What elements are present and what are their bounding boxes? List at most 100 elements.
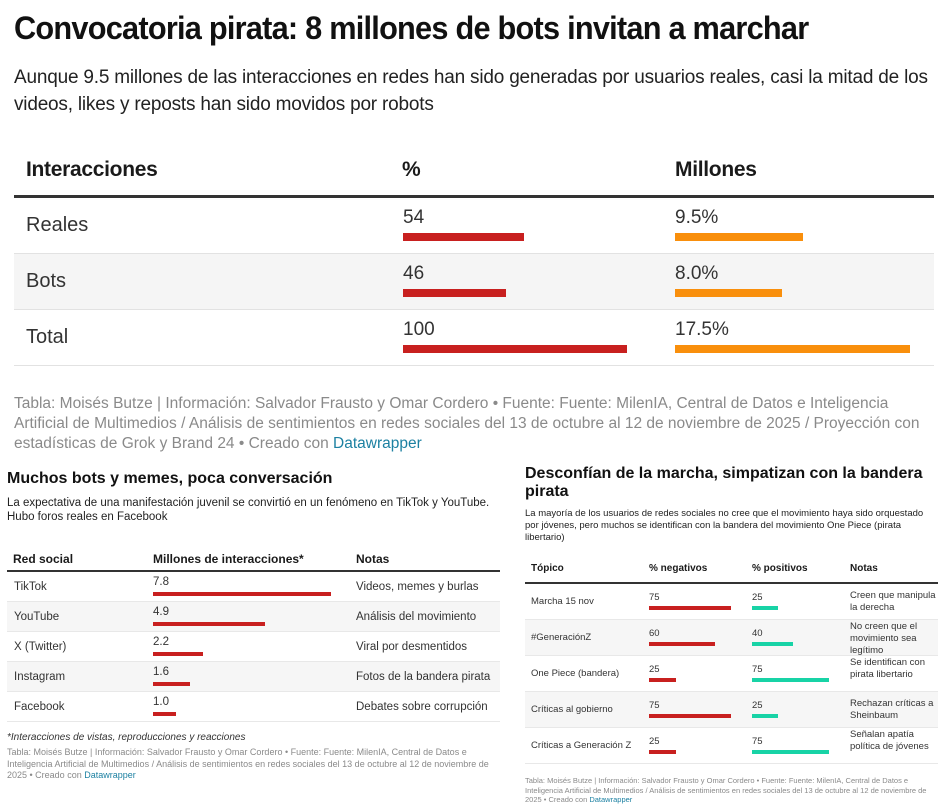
- column-header-positivos: % positivos: [752, 563, 808, 574]
- column-header-notas: Notas: [850, 563, 878, 574]
- negativos-bar: [649, 714, 731, 718]
- table-row: TikTok 7.8 Videos, memes y burlas: [7, 572, 500, 602]
- red-social-name: X (Twitter): [14, 641, 67, 653]
- negativos-bar: [649, 606, 731, 610]
- millones-bar: [675, 345, 910, 353]
- social-table-description: La expectativa de una manifestación juve…: [7, 497, 490, 523]
- topico-name: #GeneraciónZ: [531, 632, 592, 643]
- interacciones-value: 2.2: [153, 636, 169, 648]
- column-header-red-social: Red social: [13, 552, 74, 566]
- table-row: Bots 46 8.0%: [14, 254, 934, 310]
- table-row: Reales 54 9.5%: [14, 198, 934, 254]
- page-subtitle: Aunque 9.5 millones de las interacciones…: [14, 67, 928, 115]
- interacciones-bar: [153, 592, 331, 596]
- topico-name: Marcha 15 nov: [531, 596, 594, 607]
- table-row: Críticas a Generación Z 25 75 Señalan apatí…: [525, 728, 938, 764]
- red-social-name: Facebook: [14, 701, 65, 713]
- millones-bar: [675, 289, 783, 297]
- negativos-value: 25: [649, 736, 660, 747]
- negativos-value: 75: [649, 592, 660, 603]
- positivos-value: 75: [752, 736, 763, 747]
- interacciones-bar: [153, 652, 204, 656]
- page-title: Convocatoria pirata: 8 millones de bots …: [14, 10, 809, 46]
- interacciones-bar: [153, 712, 176, 716]
- table-row: Facebook 1.0 Debates sobre corrupción: [7, 692, 500, 722]
- negativos-bar: [649, 678, 677, 682]
- sentiment-table-footer: Tabla: Moisés Butze | Información: Salva…: [525, 776, 938, 805]
- social-table-title: Muchos bots y memes, poca conversación: [7, 470, 333, 487]
- table-header: Interacciones % Millones: [14, 148, 934, 198]
- table-row: Total 100 17.5%: [14, 310, 934, 366]
- topico-name: Críticas al gobierno: [531, 704, 613, 715]
- table-header: Tópico % negativos % positivos Notas: [525, 556, 938, 584]
- datawrapper-link[interactable]: Datawrapper: [84, 770, 136, 780]
- interacciones-value: 1.0: [153, 696, 169, 708]
- negativos-bar: [649, 642, 715, 646]
- row-label: Total: [26, 326, 69, 348]
- positivos-bar: [752, 606, 778, 610]
- positivos-value: 25: [752, 700, 763, 711]
- negativos-bar: [649, 750, 677, 754]
- interacciones-value: 4.9: [153, 606, 169, 618]
- table-row: Críticas al gobierno 75 25 Rechazan crítica…: [525, 692, 938, 728]
- interacciones-bar: [153, 682, 190, 686]
- row-label: Reales: [26, 214, 89, 236]
- nota-text: Rechazan críticas a Sheinbaum: [850, 698, 934, 721]
- nota-text: Señalan apatía política de jóvenes: [850, 729, 929, 752]
- positivos-value: 40: [752, 628, 763, 639]
- social-table-section: Muchos bots y memes, poca conversación L…: [7, 470, 500, 782]
- datawrapper-link[interactable]: Datawrapper: [589, 795, 633, 804]
- row-label: Bots: [26, 270, 67, 292]
- topico-name: Críticas a Generación Z: [531, 740, 632, 751]
- nota-text: Debates sobre corrupción: [356, 701, 488, 713]
- pct-bar: [403, 233, 524, 241]
- pct-value: 54: [403, 207, 425, 228]
- millones-value: 8.0%: [675, 263, 719, 284]
- table-header: Red social Millones de interacciones* No…: [7, 544, 500, 572]
- interacciones-value: 1.6: [153, 666, 169, 678]
- nota-text: Fotos de la bandera pirata: [356, 671, 491, 683]
- positivos-value: 75: [752, 664, 763, 675]
- red-social-name: YouTube: [14, 611, 60, 623]
- nota-text: Videos, memes y burlas: [356, 581, 479, 593]
- nota-text: Viral por desmentidos: [356, 641, 468, 653]
- red-social-name: Instagram: [14, 671, 66, 683]
- negativos-value: 60: [649, 628, 660, 639]
- sentiment-table-description: La mayoría de los usuarios de redes soci…: [525, 508, 924, 543]
- footer-credits: Tabla: Moisés Butze | Información: Salva…: [14, 395, 920, 452]
- sentiment-table-section: Desconfían de la marcha, simpatizan con …: [525, 465, 938, 805]
- red-social-name: TikTok: [14, 581, 47, 593]
- positivos-bar: [752, 750, 829, 754]
- table-row: X (Twitter) 2.2 Viral por desmentidos: [7, 632, 500, 662]
- table-row: Marcha 15 nov 75 25 Creen que manipula la d…: [525, 584, 938, 620]
- pct-value: 100: [403, 319, 435, 340]
- nota-text: Análisis del movimiento: [356, 611, 477, 623]
- table-row: #GeneraciónZ 60 40 No creen que el movimien…: [525, 620, 938, 656]
- social-table: Red social Millones de interacciones* No…: [7, 544, 500, 722]
- column-header-interacciones: Interacciones: [26, 158, 158, 181]
- pct-bar: [403, 345, 627, 353]
- table-row: YouTube 4.9 Análisis del movimiento: [7, 602, 500, 632]
- positivos-bar: [752, 714, 778, 718]
- column-header-millones: Millones de interacciones*: [153, 552, 304, 566]
- negativos-value: 25: [649, 664, 660, 675]
- sentiment-table-title: Desconfían de la marcha, simpatizan con …: [525, 465, 923, 500]
- main-table-footer: Tabla: Moisés Butze | Información: Salva…: [14, 394, 934, 454]
- footer-credits: Tabla: Moisés Butze | Información: Salva…: [7, 747, 489, 780]
- social-table-footnote: *Interacciones de vistas, reproducciones…: [7, 732, 246, 743]
- negativos-value: 75: [649, 700, 660, 711]
- social-table-footer: Tabla: Moisés Butze | Información: Salva…: [7, 747, 500, 782]
- positivos-bar: [752, 678, 829, 682]
- column-header-notas: Notas: [356, 552, 390, 566]
- datawrapper-link[interactable]: Datawrapper: [333, 435, 422, 452]
- nota-text: Creen que manipula la derecha: [850, 590, 936, 613]
- column-header-negativos: % negativos: [649, 563, 708, 574]
- positivos-value: 25: [752, 592, 763, 603]
- pct-bar: [403, 289, 507, 297]
- interacciones-bar: [153, 622, 265, 626]
- nota-text: Se identifican con pirata libertario: [850, 657, 925, 680]
- table-row: One Piece (bandera) 25 75 Se identifican co…: [525, 656, 938, 692]
- millones-value: 9.5%: [675, 207, 719, 228]
- interactions-table: Interacciones % Millones Reales 54 9.5% Bot…: [14, 148, 934, 366]
- millones-bar: [675, 233, 803, 241]
